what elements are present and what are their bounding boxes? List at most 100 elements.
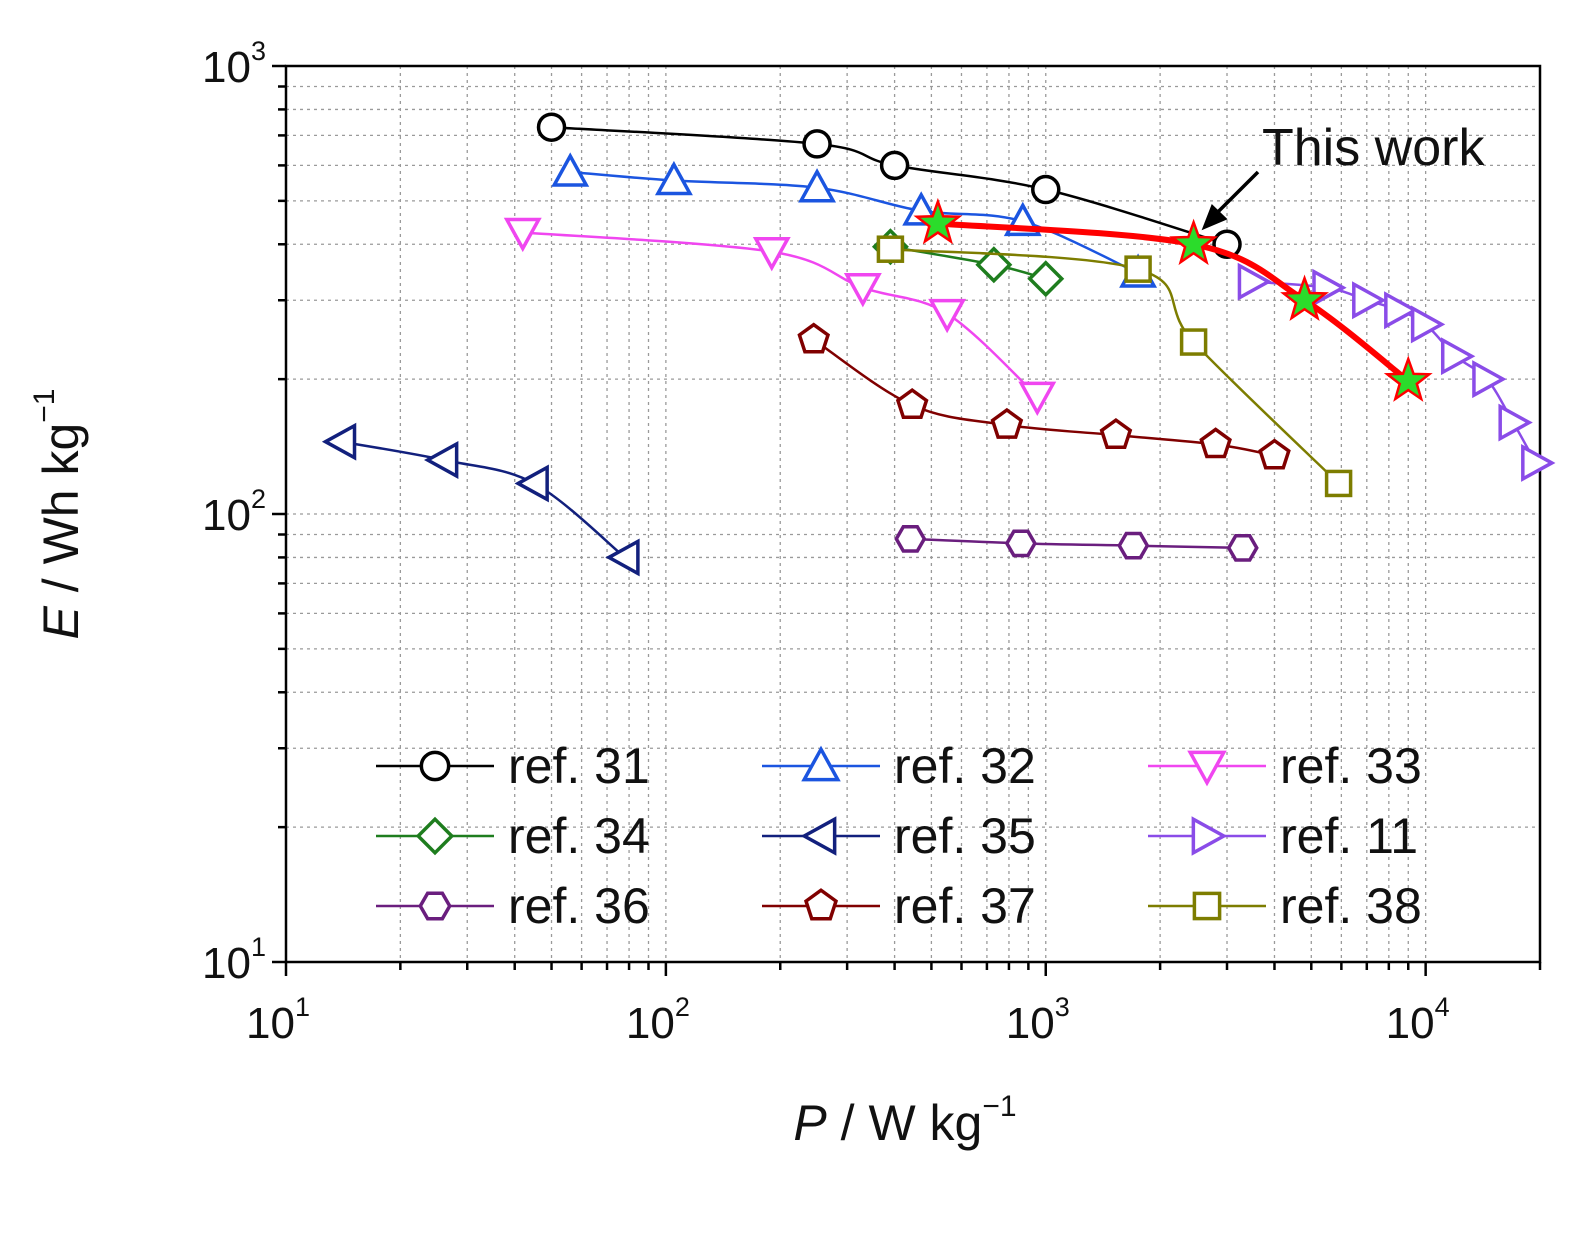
data-point-this-work — [913, 197, 963, 245]
y-tick-label-base: 10 — [202, 43, 251, 92]
legend-item-ref-33: ref. 33 — [1148, 738, 1422, 794]
series-line-this-work — [937, 220, 1411, 384]
x-tick-label: 102 — [626, 992, 690, 1048]
data-point-ref-11 — [1410, 305, 1446, 344]
data-point-ref-36 — [1004, 529, 1037, 558]
legend-marker-ref-11 — [1191, 816, 1228, 856]
x-tick-label-base: 10 — [1006, 999, 1055, 1048]
annotation-this-work-label: This work — [1262, 119, 1485, 177]
data-point-ref-11 — [1352, 281, 1387, 320]
legend-label-ref-38: ref. 38 — [1280, 878, 1422, 934]
x-tick-label-exponent: 3 — [1055, 992, 1070, 1022]
series-line-ref-35 — [341, 440, 626, 559]
x-tick-label-exponent: 1 — [295, 992, 310, 1022]
data-point-ref-35 — [424, 441, 459, 479]
annotation-arrow-head — [1201, 203, 1228, 231]
data-point-ref-33 — [1018, 381, 1057, 417]
y-tick-label-exponent: 3 — [251, 36, 266, 66]
data-point-this-work — [1383, 355, 1433, 402]
data-point-ref-11 — [1237, 262, 1273, 301]
data-point-ref-38 — [876, 235, 905, 263]
x-tick-label: 104 — [1386, 992, 1450, 1048]
y-tick-label: 101 — [202, 932, 266, 988]
y-tick-label-exponent: 2 — [251, 484, 266, 514]
data-point-ref-37 — [1099, 417, 1133, 449]
series-line-ref-36 — [910, 537, 1243, 550]
data-point-ref-38 — [1124, 255, 1152, 283]
y-tick-label: 102 — [202, 484, 266, 540]
legend-label-ref-33: ref. 33 — [1280, 738, 1422, 794]
data-point-ref-11 — [1440, 337, 1476, 376]
series-this-work — [913, 197, 1433, 402]
legend-marker-ref-37 — [803, 888, 839, 921]
series-line-ref-31 — [551, 125, 1228, 246]
legend-marker-ref-38 — [1192, 891, 1222, 921]
series-ref-38 — [876, 235, 1353, 498]
y-tick-label: 103 — [202, 36, 266, 92]
legend-item-ref-32: ref. 32 — [762, 738, 1036, 794]
data-point-ref-38 — [1179, 328, 1208, 356]
legend-label-ref-35: ref. 35 — [894, 808, 1036, 864]
grid — [286, 66, 1540, 962]
annotation: This work — [1201, 119, 1485, 231]
data-point-ref-36 — [1117, 531, 1150, 560]
series-line-ref-38 — [890, 247, 1340, 485]
data-point-ref-37 — [895, 387, 929, 420]
legend-item-ref-35: ref. 35 — [762, 808, 1036, 864]
y-tick-label-exponent: 1 — [251, 932, 266, 962]
data-point-ref-36 — [1226, 534, 1259, 562]
data-point-ref-35 — [514, 464, 549, 503]
legend-item-ref-11: ref. 11 — [1148, 808, 1418, 864]
data-point-ref-31 — [536, 112, 567, 142]
data-point-ref-11 — [1521, 443, 1556, 482]
y-axis-title: E / Wh kg−1 — [28, 389, 89, 640]
legend-marker-ref-31 — [419, 750, 451, 782]
legend: ref. 31 ref. 32 ref. 33 ref. 34 ref. 35 ref. … — [376, 738, 1422, 934]
x-tick-label-base: 10 — [1386, 999, 1435, 1048]
x-tick-label-exponent: 2 — [675, 992, 690, 1022]
y-tick-label-base: 10 — [202, 939, 251, 988]
legend-item-ref-37: ref. 37 — [762, 878, 1036, 934]
data-point-ref-37 — [1199, 427, 1232, 459]
data-point-ref-11 — [1472, 360, 1507, 399]
legend-item-ref-38: ref. 38 — [1148, 878, 1422, 934]
x-tick-label-exponent: 4 — [1435, 992, 1450, 1022]
data-point-ref-34 — [1027, 260, 1065, 298]
series-ref-35 — [321, 422, 640, 577]
data-point-ref-36 — [894, 524, 927, 553]
data-point-ref-11 — [1498, 403, 1533, 442]
data-point-ref-31 — [879, 150, 910, 181]
data-point-ref-37 — [1258, 438, 1291, 470]
legend-marker-ref-32 — [801, 745, 841, 782]
y-axis-title-symbol: E — [33, 605, 89, 639]
legend-label-ref-31: ref. 31 — [508, 738, 650, 794]
x-tick-label-base: 10 — [246, 999, 295, 1048]
legend-marker-ref-34 — [415, 816, 455, 856]
axis-titles: P / W kg−1E / Wh kg−1 — [28, 389, 1017, 1151]
x-tick-label-base: 10 — [626, 999, 675, 1048]
data-point-ref-31 — [1031, 174, 1061, 205]
x-axis-title-unit: / W kg — [827, 1095, 983, 1151]
data-point-ref-32 — [551, 152, 590, 187]
x-tick-label: 103 — [1006, 992, 1070, 1048]
data-point-ref-32 — [798, 168, 837, 203]
series-ref-33 — [503, 217, 1057, 417]
data-point-ref-37 — [797, 322, 831, 354]
data-point-this-work — [1280, 274, 1329, 322]
data-point-ref-31 — [802, 129, 832, 159]
data-point-ref-38 — [1324, 469, 1353, 498]
series-ref-36 — [894, 524, 1259, 562]
data-point-ref-33 — [843, 272, 882, 308]
legend-item-ref-36: ref. 36 — [376, 878, 650, 934]
legend-label-ref-36: ref. 36 — [508, 878, 650, 934]
data-point-ref-33 — [752, 236, 791, 272]
legend-marker-ref-33 — [1187, 750, 1227, 787]
legend-label-ref-11: ref. 11 — [1280, 808, 1418, 864]
data-point-ref-34 — [975, 246, 1013, 284]
legend-label-ref-34: ref. 34 — [508, 808, 650, 864]
data-point-ref-35 — [321, 422, 357, 461]
legend-label-ref-32: ref. 32 — [894, 738, 1036, 794]
